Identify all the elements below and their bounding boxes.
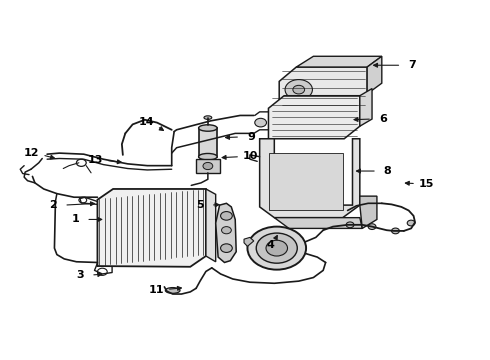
Polygon shape [360,196,377,228]
Polygon shape [296,56,382,67]
Circle shape [407,220,415,226]
Circle shape [368,224,376,229]
Circle shape [392,228,399,234]
Circle shape [203,162,213,170]
Text: 9: 9 [247,132,255,142]
Text: 10: 10 [243,152,259,161]
Polygon shape [367,56,382,94]
Circle shape [247,226,306,270]
Text: 6: 6 [379,114,387,124]
Text: 8: 8 [384,166,392,176]
Text: 7: 7 [408,60,416,70]
Bar [270,153,343,211]
Circle shape [256,233,297,263]
Circle shape [220,212,232,220]
Circle shape [285,80,313,100]
Polygon shape [206,189,216,262]
Text: 4: 4 [266,240,274,250]
Text: 12: 12 [24,148,39,158]
Polygon shape [244,237,254,246]
Text: 11: 11 [148,285,164,295]
Bar [198,128,217,157]
Ellipse shape [204,116,212,120]
Ellipse shape [198,153,217,160]
Text: 13: 13 [87,154,103,165]
Circle shape [255,118,267,127]
Polygon shape [279,67,367,108]
Text: 3: 3 [76,270,84,280]
Polygon shape [360,89,372,126]
Ellipse shape [198,125,217,131]
Polygon shape [260,139,360,218]
Text: 2: 2 [49,201,57,210]
Polygon shape [98,189,206,267]
Polygon shape [269,96,360,139]
Text: 5: 5 [196,201,204,211]
Polygon shape [216,203,236,262]
Text: 1: 1 [72,215,79,224]
Text: 15: 15 [419,179,435,189]
Circle shape [293,85,305,94]
Circle shape [266,240,288,256]
Bar [196,159,220,173]
Ellipse shape [165,288,180,293]
Polygon shape [274,218,362,228]
Circle shape [221,226,231,234]
Circle shape [346,222,354,228]
Text: 14: 14 [139,117,154,127]
Circle shape [220,244,232,252]
